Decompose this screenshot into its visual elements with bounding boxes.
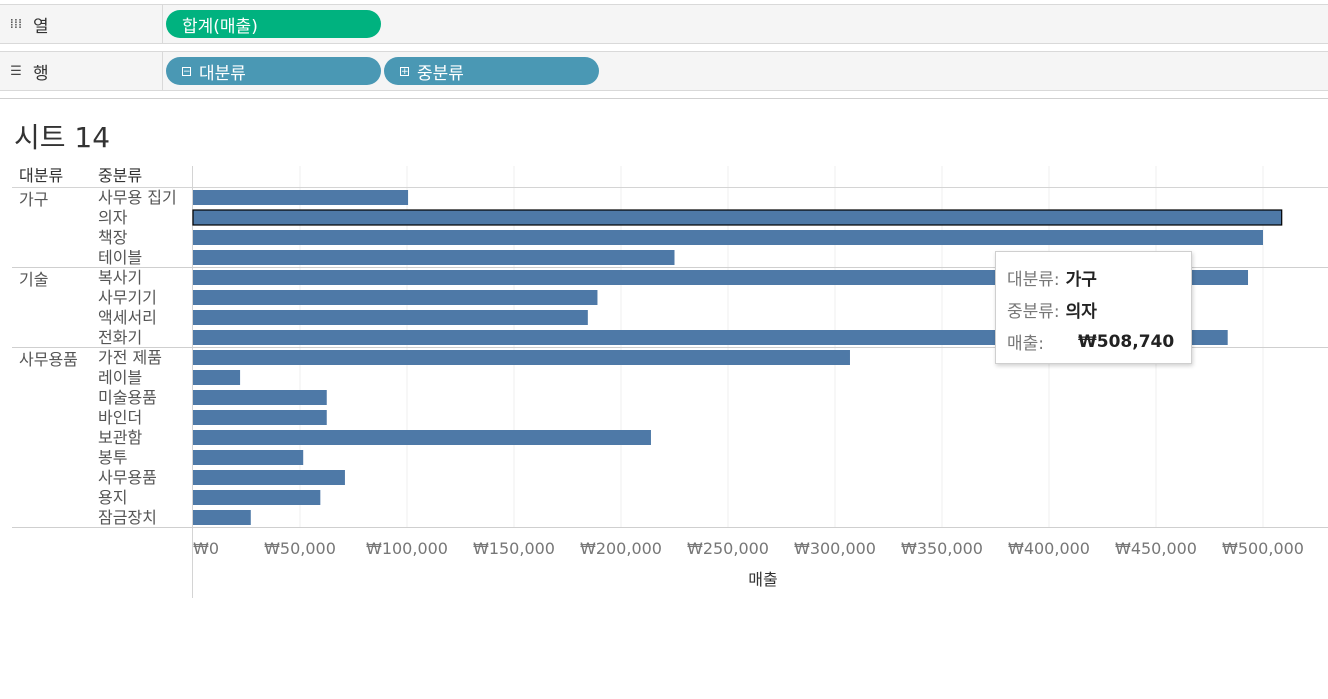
bar[interactable] [193, 470, 345, 485]
rows-shelf-title: 행 [33, 63, 49, 84]
subcategory-pill[interactable]: + 중분류 [384, 57, 599, 85]
bar[interactable] [193, 450, 304, 465]
tooltip-subcategory-value: 의자 [1065, 302, 1097, 322]
x-axis-title: 매출 [748, 570, 777, 589]
bar[interactable] [193, 390, 327, 405]
bar[interactable] [193, 490, 321, 505]
x-tick-label: ₩250,000 [687, 539, 769, 558]
subcategory-label: 의자 [98, 208, 128, 227]
x-tick-label: ₩100,000 [366, 539, 448, 558]
category-label: 기술 [19, 270, 48, 289]
tooltip-subcategory-key: 중분류: [1007, 302, 1060, 322]
bar[interactable] [192, 209, 1283, 226]
columns-icon: ⁞⁞⁞ [9, 16, 23, 32]
subcategory-label: 사무기기 [98, 288, 157, 307]
bar[interactable] [193, 430, 651, 445]
subcategory-label: 용지 [98, 488, 127, 507]
bar[interactable] [193, 250, 675, 265]
bar[interactable] [193, 410, 327, 425]
subcategory-label: 가전 제품 [98, 348, 162, 367]
tooltip-sales-key: 매출: [1007, 334, 1045, 354]
rows-icon: ☰ [10, 63, 22, 79]
subcategory-label: 봉투 [98, 448, 127, 467]
x-tick-label: ₩150,000 [473, 539, 555, 558]
columns-shelf: ⁞⁞⁞ 열 합계(매출) [0, 4, 1328, 44]
bar[interactable] [193, 350, 850, 365]
tooltip-category-value: 가구 [1065, 270, 1097, 290]
subcategory-label: 액세서리 [98, 308, 157, 327]
subcategory-label: 바인더 [98, 408, 142, 427]
tooltip-sales-value: ₩508,740 [1078, 331, 1175, 352]
tooltip-subcategory-row: 중분류: 의자 [1007, 297, 1097, 322]
x-tick-label: ₩500,000 [1222, 539, 1304, 558]
columns-shelf-title: 열 [33, 16, 49, 37]
expand-icon[interactable]: + [400, 66, 409, 77]
x-tick-label: ₩400,000 [1008, 539, 1090, 558]
x-tick-label: ₩300,000 [794, 539, 876, 558]
subcategory-label: 테이블 [98, 248, 142, 267]
x-tick-label: ₩0 [193, 539, 219, 558]
shelf-divider [0, 98, 1328, 99]
subcategory-label: 사무용품 [98, 468, 157, 487]
subcategory-label: 미술용품 [98, 388, 157, 407]
sheet-title: 시트 14 [14, 121, 111, 154]
rows-shelf: ☰ 행 − 대분류 + 중분류 [0, 51, 1328, 91]
collapse-icon[interactable]: − [182, 66, 191, 77]
subcategory-label: 보관함 [98, 428, 142, 447]
x-tick-label: ₩350,000 [901, 539, 983, 558]
category-label: 사무용품 [19, 350, 78, 369]
x-tick-label: ₩200,000 [580, 539, 662, 558]
subcategory-label: 사무용 집기 [98, 188, 177, 207]
subcategory-label: 전화기 [98, 328, 142, 347]
category-header: 대분류 [19, 166, 63, 185]
category-pill-label: 대분류 [199, 63, 246, 84]
bar[interactable] [193, 270, 1249, 285]
bar[interactable] [193, 290, 598, 305]
subcategory-label: 복사기 [98, 268, 142, 287]
subcategory-label: 레이블 [98, 368, 142, 387]
x-tick-label: ₩50,000 [264, 539, 336, 558]
tooltip-category-row: 대분류: 가구 [1007, 265, 1097, 290]
subcategory-label: 책장 [98, 228, 128, 247]
subcategory-pill-label: 중분류 [417, 63, 464, 84]
sum-sales-pill[interactable]: 합계(매출) [166, 10, 381, 38]
tooltip-sales-row: 매출: ₩508,740 [1007, 329, 1175, 355]
bar[interactable] [193, 190, 409, 205]
columns-shelf-label: ⁞⁞⁞ 열 [0, 5, 163, 43]
bar[interactable] [193, 510, 251, 525]
x-tick-label: ₩450,000 [1115, 539, 1197, 558]
category-label: 가구 [19, 190, 48, 209]
subcategory-label: 잠금장치 [98, 508, 157, 527]
bar[interactable] [193, 230, 1263, 245]
bar[interactable] [193, 330, 1228, 345]
subcategory-header: 중분류 [98, 166, 142, 185]
tooltip-category-key: 대분류: [1007, 270, 1060, 290]
sum-sales-pill-label: 합계(매출) [182, 16, 258, 37]
tooltip: 대분류: 가구 중분류: 의자 매출: ₩508,740 [995, 251, 1192, 364]
bar[interactable] [193, 310, 588, 325]
rows-shelf-label: ☰ 행 [0, 52, 163, 90]
bar[interactable] [193, 370, 241, 385]
category-pill[interactable]: − 대분류 [166, 57, 381, 85]
